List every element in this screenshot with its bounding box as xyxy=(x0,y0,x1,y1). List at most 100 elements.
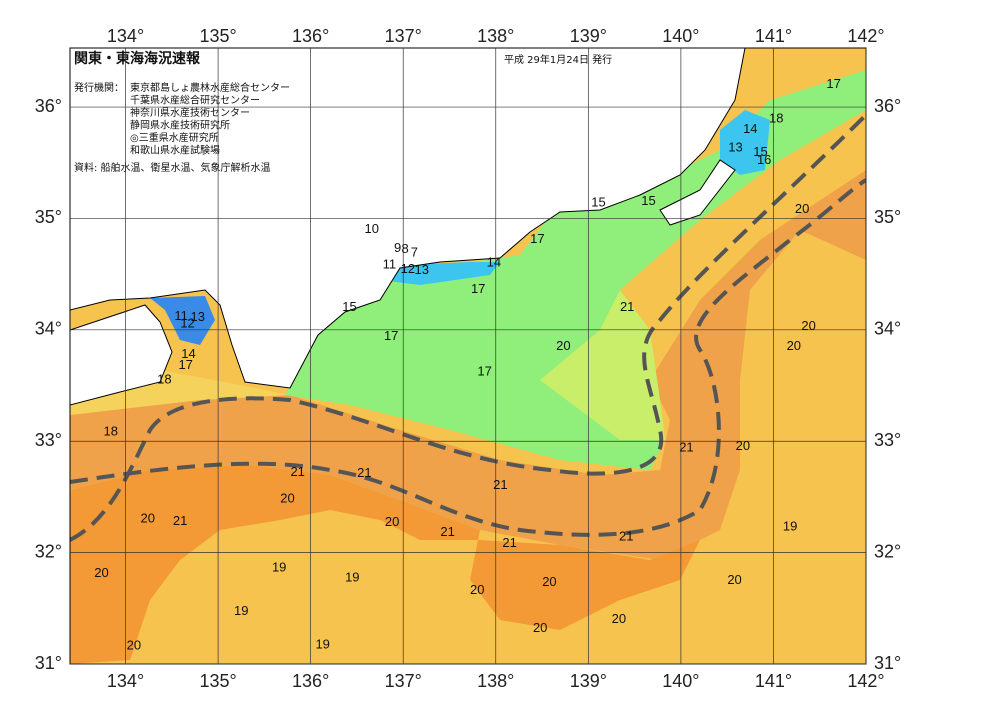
isotherm-label: 13 xyxy=(414,262,428,277)
isotherm-label: 13 xyxy=(190,309,204,324)
isotherm-label: 21 xyxy=(173,513,187,528)
isotherm-label: 13 xyxy=(728,140,742,155)
isotherm-label: 15 xyxy=(342,299,356,314)
isotherm-label: 17 xyxy=(530,231,544,246)
lon-label: 141° xyxy=(755,26,792,46)
cold-zone xyxy=(380,262,500,285)
lon-label: 139° xyxy=(570,671,607,691)
isotherm-label: 20 xyxy=(556,338,570,353)
isotherm-label: 15 xyxy=(591,194,605,209)
isotherm-label: 20 xyxy=(795,201,809,216)
warm-zone xyxy=(70,465,700,664)
isotherm-label: 12 xyxy=(401,261,415,276)
land xyxy=(659,159,736,226)
title: 関東・東海海況速報 xyxy=(74,50,201,67)
isotherm-label: 21 xyxy=(679,439,693,454)
lat-label: 31° xyxy=(874,653,901,673)
isotherm-label: 10 xyxy=(365,221,379,236)
isotherm-label: 21 xyxy=(440,524,454,539)
lat-label: 34° xyxy=(874,319,901,339)
issuer: 和歌山県水産試験場 xyxy=(130,144,220,157)
isotherm-label: 20 xyxy=(385,514,399,529)
kuroshio-path xyxy=(70,178,866,537)
land xyxy=(70,48,746,389)
lon-label: 137° xyxy=(385,26,422,46)
lat-label: 36° xyxy=(35,96,62,116)
lat-label: 36° xyxy=(874,96,901,116)
isotherm-label: 20 xyxy=(801,318,815,333)
lat-label: 35° xyxy=(35,207,62,227)
lat-label: 31° xyxy=(35,653,62,673)
isotherm-label: 20 xyxy=(542,574,556,589)
isotherm-label: 12 xyxy=(180,316,194,331)
isotherm-label: 18 xyxy=(769,111,783,126)
isotherm-label: 19 xyxy=(234,603,248,618)
isotherm-label: 14 xyxy=(487,254,501,269)
bay xyxy=(150,296,215,345)
isotherm-label: 20 xyxy=(141,511,155,526)
source: 資料: 船舶水温、衛星水温、気象庁解析水温 xyxy=(74,161,271,174)
isotherm-label: 20 xyxy=(127,638,141,653)
issuer-label: 発行機関： xyxy=(74,81,124,94)
lon-label: 136° xyxy=(292,671,329,691)
isotherm-label: 21 xyxy=(502,535,516,550)
isotherm-label: 20 xyxy=(280,491,294,506)
isotherm-label: 21 xyxy=(619,528,633,543)
isotherm-label: 17 xyxy=(826,76,840,91)
lon-label: 136° xyxy=(292,26,329,46)
lon-label: 141° xyxy=(755,671,792,691)
isotherm-label: 8 xyxy=(401,241,408,256)
isotherm-label: 14 xyxy=(181,346,195,361)
isotherm-label: 21 xyxy=(357,465,371,480)
lon-label: 140° xyxy=(662,26,699,46)
isotherm-label: 14 xyxy=(743,121,757,136)
isotherm-label: 21 xyxy=(493,477,507,492)
isotherm-label: 19 xyxy=(272,560,286,575)
lon-label: 135° xyxy=(199,26,236,46)
isotherm-label: 18 xyxy=(103,424,117,439)
issuer: 東京都島しょ農林水産総合センター xyxy=(130,81,290,94)
isotherm-label: 11 xyxy=(174,308,188,323)
issuer-list: 東京都島しょ農林水産総合センター千葉県水産総合研究センター神奈川県水産技術センタ… xyxy=(130,81,290,157)
isotherm-label: 20 xyxy=(727,572,741,587)
isotherm-label: 16 xyxy=(757,152,771,167)
lon-label: 138° xyxy=(477,671,514,691)
lat-label: 32° xyxy=(35,541,62,561)
isotherm-label: 20 xyxy=(736,438,750,453)
isotherm-label: 20 xyxy=(533,620,547,635)
cool-zone xyxy=(540,290,665,440)
issuer: 千葉県水産総合研究センター xyxy=(130,94,260,107)
lon-label: 134° xyxy=(107,671,144,691)
isotherm-label: 20 xyxy=(787,338,801,353)
isotherm-label: 20 xyxy=(94,565,108,580)
lon-label: 134° xyxy=(107,26,144,46)
issuer: ◎三重県水産研究所 xyxy=(130,131,219,144)
isotherm-label: 11 xyxy=(383,257,397,272)
isotherm-label: 20 xyxy=(470,582,484,597)
isotherm-label: 19 xyxy=(345,570,359,585)
isotherm-label: 19 xyxy=(783,518,797,533)
lon-label: 135° xyxy=(199,671,236,691)
issue-date: 平成 29年1月24日 発行 xyxy=(504,53,612,66)
isotherm-label: 17 xyxy=(477,364,491,379)
issuer: 静岡県水産技術研究所 xyxy=(130,119,230,132)
lat-label: 33° xyxy=(35,430,62,450)
lon-label: 137° xyxy=(385,671,422,691)
lon-label: 140° xyxy=(662,671,699,691)
isotherm-label: 15 xyxy=(753,144,767,159)
isotherm-label: 21 xyxy=(620,299,634,314)
kuroshio-path xyxy=(70,113,866,542)
lat-label: 32° xyxy=(874,541,901,561)
lat-label: 34° xyxy=(35,319,62,339)
isotherm-label: 21 xyxy=(290,464,304,479)
lon-label: 139° xyxy=(570,26,607,46)
isotherm-label: 9 xyxy=(394,240,401,255)
lon-label: 142° xyxy=(847,671,884,691)
isotherm-label: 17 xyxy=(178,357,192,372)
lon-label: 138° xyxy=(477,26,514,46)
lat-label: 35° xyxy=(874,207,901,227)
isotherm-label: 7 xyxy=(411,244,418,259)
isotherm-label: 17 xyxy=(471,281,485,296)
